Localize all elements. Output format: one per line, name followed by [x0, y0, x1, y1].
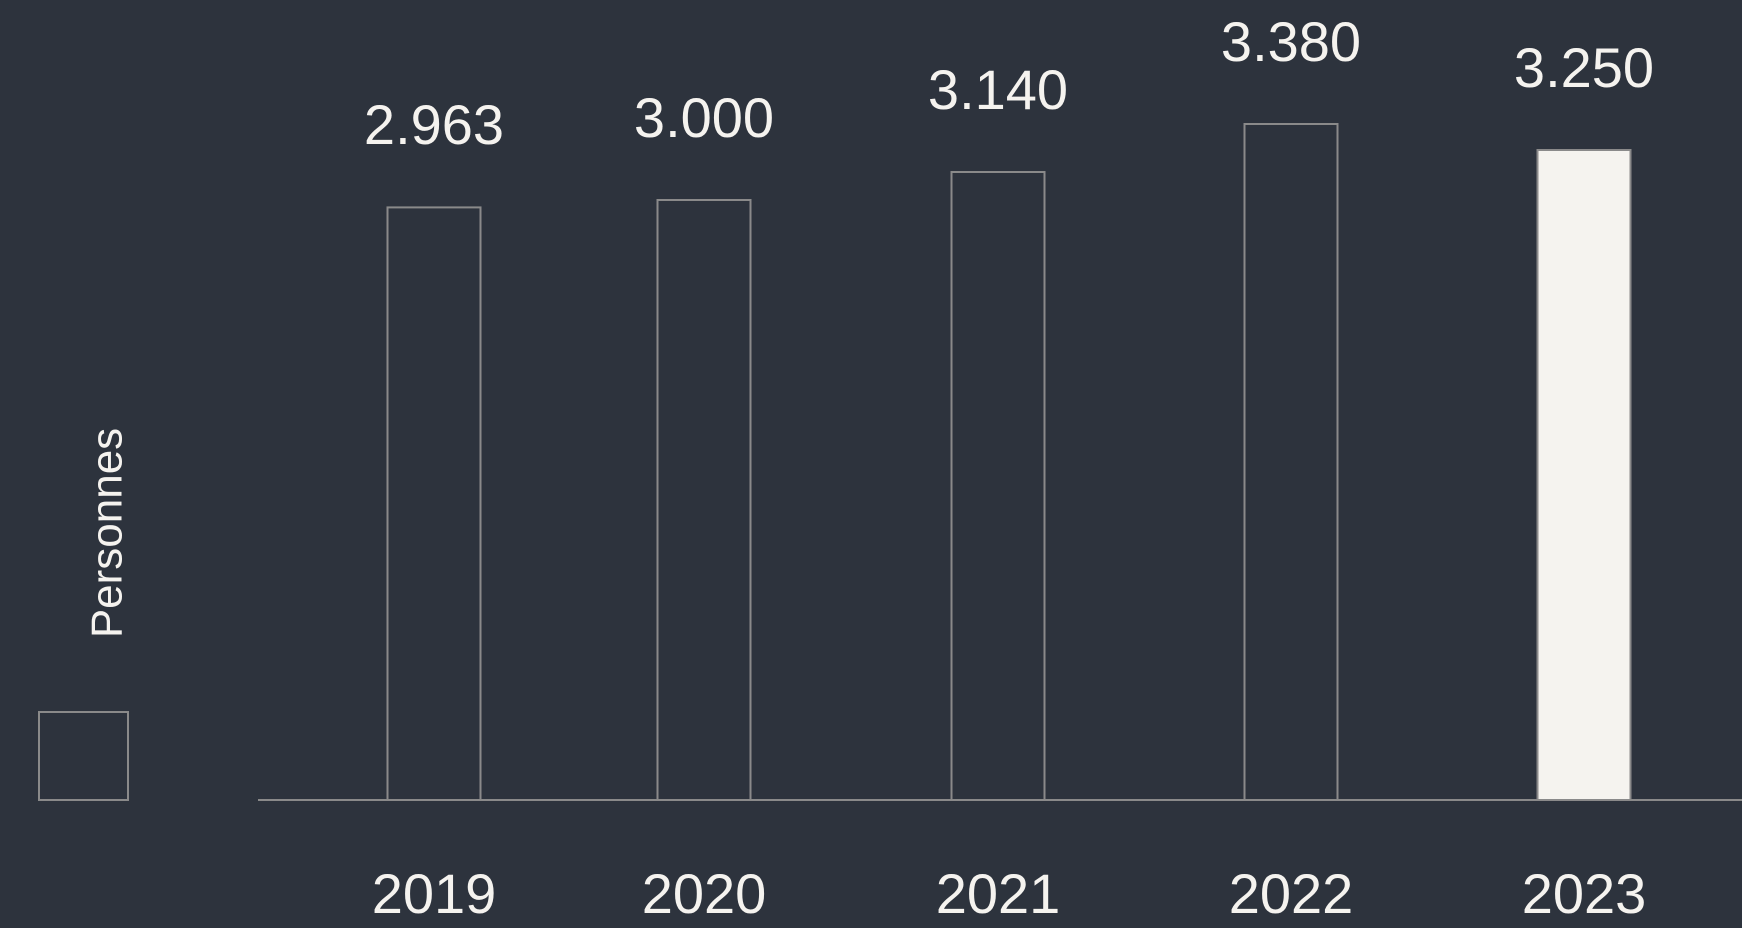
- value-label: 3.140: [928, 58, 1068, 121]
- value-label: 3.250: [1514, 36, 1654, 99]
- bar: [1536, 149, 1632, 801]
- value-label: 3.380: [1221, 10, 1361, 73]
- value-label: 2.963: [364, 93, 504, 156]
- x-tick-label: 2020: [642, 862, 767, 925]
- legend-swatch: [38, 711, 129, 801]
- bar: [386, 206, 482, 801]
- x-tick-label: 2022: [1229, 862, 1354, 925]
- x-tick-label: 2021: [936, 862, 1061, 925]
- legend-label: Personnes: [83, 428, 132, 638]
- value-label: 3.000: [634, 86, 774, 149]
- bar: [1243, 123, 1339, 801]
- x-tick-label: 2023: [1522, 862, 1647, 925]
- x-tick-label: 2019: [372, 862, 497, 925]
- bar: [656, 199, 752, 801]
- bar: [950, 171, 1046, 801]
